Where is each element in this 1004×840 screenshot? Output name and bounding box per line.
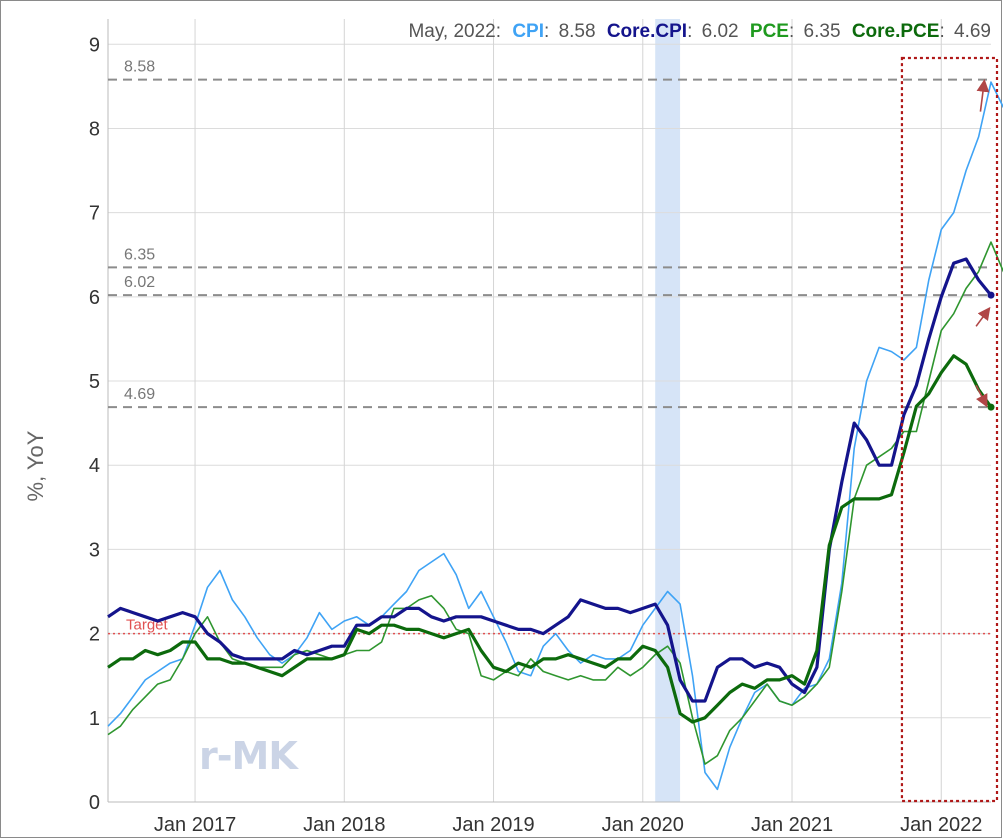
series-line-cpi [107,81,1003,791]
highlight-box [900,56,999,803]
recession-band [655,19,681,802]
trend-arrow [976,78,990,112]
y-tick-label: 6 [89,287,100,309]
reference-line-layer: 8.58 6.35 6.02 4.69 [108,59,991,409]
header-corepce-value: 4.69 [954,21,991,42]
highlight-box-layer [900,56,999,803]
y-tick-label: 3 [89,539,100,561]
header-corecpi-label: Core.CPI [607,21,687,42]
y-tick-labels: 0 1 2 3 4 5 6 7 8 9 [89,34,100,814]
header-corepce-sep: : [939,21,944,42]
x-tick-label: Jan 2019 [452,814,534,836]
header-cpi-sep: : [544,21,549,42]
reference-label: 4.69 [124,386,155,403]
header-corecpi-value: 6.02 [702,21,739,42]
series-line-core-pce [107,354,993,724]
header-pce-value: 6.35 [804,21,841,42]
header-pce-label: PCE [750,21,789,42]
series-layer [107,81,1003,791]
trend-arrow [975,384,988,408]
y-axis-label: %, YoY [23,430,48,501]
x-tick-label: Jan 2022 [900,814,982,836]
series-line-core-cpi [107,257,993,703]
y-tick-label: 1 [89,708,100,730]
header-cpi-label: CPI [512,21,544,42]
y-tick-label: 2 [89,624,100,646]
x-tick-label: Jan 2017 [154,814,236,836]
reference-label: 8.58 [124,59,155,76]
header-cpi-value: 8.58 [559,21,596,42]
x-tick-labels: Jan 2017 Jan 2018 Jan 2019 Jan 2020 Jan 2021… [154,814,982,836]
y-tick-label: 8 [89,118,100,140]
header-legend: May, 2022: CPI: 8.58 Core.CPI: 6.02 PCE:… [408,21,991,42]
recession-band-layer [655,19,681,802]
series-endpoint-core-cpi [987,291,995,299]
series-endpoint-core-pce [987,403,995,411]
y-tick-label: 9 [89,34,100,56]
header-pce-sep: : [789,21,794,42]
y-tick-label: 4 [89,455,100,477]
watermark: r-MK [199,734,299,778]
header-date: May, 2022: [408,21,501,42]
x-tick-label: Jan 2020 [602,814,684,836]
y-tick-label: 7 [89,203,100,225]
reference-label: 6.02 [124,274,155,291]
y-tick-label: 0 [89,792,100,814]
y-tick-label: 5 [89,371,100,393]
x-tick-label: Jan 2018 [303,814,385,836]
x-tick-label: Jan 2021 [751,814,833,836]
header-corepce-label: Core.PCE [852,21,940,42]
series-line-pce [107,241,1003,765]
header-corecpi-sep: : [687,21,692,42]
reference-label: 6.35 [124,246,155,263]
grid-layer [107,19,991,803]
arrow-layer [975,78,991,408]
trend-arrow [975,306,991,327]
